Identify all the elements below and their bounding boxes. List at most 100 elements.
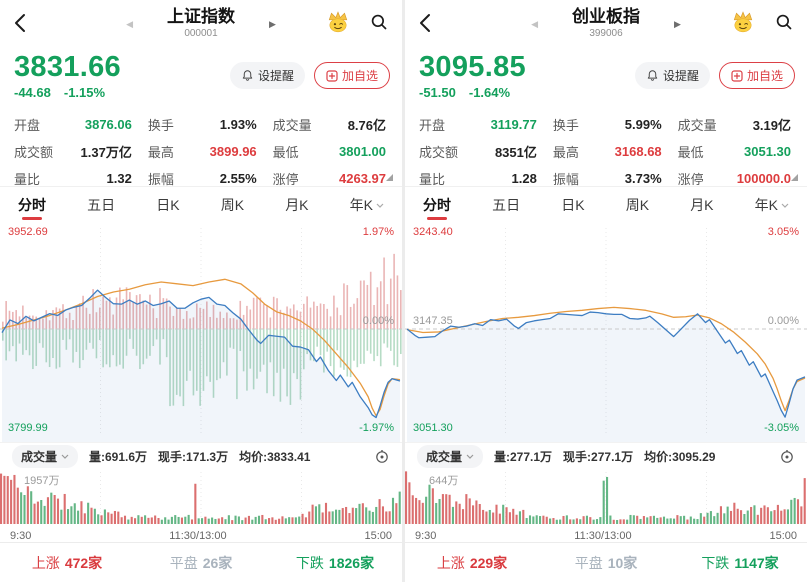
- chart-high-label: 3952.69: [8, 226, 48, 238]
- intraday-chart-canvas: [405, 228, 807, 442]
- stat-cell: 最高 3168.68: [552, 144, 662, 160]
- volume-chart-canvas: [0, 472, 401, 524]
- stat-cell: 成交量 8.76亿: [272, 118, 386, 133]
- tab-minute[interactable]: 分时: [18, 187, 46, 224]
- chart-low-label: 3799.99: [8, 422, 48, 434]
- chart-high-label: 3243.40: [413, 226, 453, 238]
- price-section: 3095.85 -51.50 -1.64% 设提醒 加自选: [405, 48, 807, 106]
- stat-cell: 振幅 3.73%: [552, 171, 662, 187]
- price-section: 3831.66 -44.68 -1.15% 设提醒 加自选: [0, 48, 402, 106]
- chart-settings-icon[interactable]: [779, 449, 795, 465]
- search-icon[interactable]: [370, 13, 388, 31]
- chevron-down-icon: [376, 203, 384, 208]
- tab-yearly-k[interactable]: 年K: [350, 187, 384, 224]
- mascot-icon[interactable]: [731, 11, 755, 33]
- page-title: 上证指数: [167, 7, 235, 26]
- prev-stock-icon[interactable]: ◀: [126, 18, 133, 29]
- time-close: 15:00: [364, 530, 392, 542]
- avg-price: 均价:3833.41: [239, 450, 311, 464]
- chart-high-pct: 1.97%: [362, 226, 394, 238]
- volume-value: 量:691.6万: [89, 450, 148, 464]
- chart-baseline-pct: 0.00%: [362, 315, 394, 327]
- tab-weekly-k[interactable]: 周K: [625, 197, 650, 213]
- avg-price: 均价:3095.29: [644, 450, 716, 464]
- add-watchlist-button[interactable]: 加自选: [718, 62, 795, 89]
- current-lot: 现手:171.3万: [158, 450, 229, 464]
- volume-indicator-selector[interactable]: 成交量: [12, 445, 79, 468]
- tab-monthly-k[interactable]: 月K: [690, 197, 714, 213]
- chart-low-pct: -1.97%: [359, 422, 394, 434]
- volume-max-label: 644万: [429, 475, 459, 487]
- panel-shanghai-index: ◀ 上证指数 000001 ▶ 3831.66 -44.68 -1.15%: [0, 0, 402, 582]
- stat-cell: 涨停 4263.97: [272, 171, 386, 187]
- header: ◀ 创业板指 399006 ▶: [405, 0, 807, 48]
- set-alert-button[interactable]: 设提醒: [229, 62, 305, 89]
- tab-minute[interactable]: 分时: [423, 187, 451, 224]
- tab-5day[interactable]: 五日: [492, 197, 521, 213]
- advancers-item[interactable]: 上涨 229家: [436, 554, 508, 571]
- decliners-item[interactable]: 下跌 1826家: [295, 554, 375, 571]
- intraday-chart-canvas: [0, 228, 402, 442]
- volume-chart[interactable]: 644万 9:30 11:30/13:00 15:00: [405, 470, 807, 542]
- stat-cell: 换手 5.99%: [552, 117, 662, 133]
- decliners-item[interactable]: 下跌 1147家: [701, 554, 779, 571]
- add-watchlist-button[interactable]: 加自选: [313, 62, 390, 89]
- volume-indicator-selector[interactable]: 成交量: [417, 445, 484, 468]
- volume-toolbar: 成交量 量:691.6万 现手:171.3万 均价:3833.41: [0, 442, 402, 470]
- price-change: -51.50: [419, 85, 456, 100]
- stat-cell: 最高 3899.96: [147, 144, 257, 160]
- back-icon[interactable]: [14, 13, 26, 33]
- intraday-chart[interactable]: 3952.69 1.97% 0.00% 3799.99 -1.97%: [0, 224, 402, 442]
- stat-cell: 成交额 1.37万亿: [14, 145, 132, 160]
- current-price: 3095.85: [419, 51, 526, 83]
- tab-daily-k[interactable]: 日K: [561, 197, 585, 213]
- tab-weekly-k[interactable]: 周K: [220, 197, 245, 213]
- stat-cell: 涨停 100000.0: [677, 171, 791, 187]
- volume-chart-canvas: [405, 471, 806, 524]
- tab-yearly-k[interactable]: 年K: [755, 187, 789, 224]
- chart-high-pct: 3.05%: [767, 226, 799, 238]
- price-change-pct: -1.15%: [63, 85, 106, 100]
- chevron-down-icon: [466, 454, 474, 459]
- expand-stats-icon[interactable]: [791, 174, 798, 181]
- time-mid: 11:30/13:00: [574, 530, 632, 542]
- panel-divider: [402, 0, 405, 582]
- back-icon[interactable]: [419, 13, 431, 33]
- stat-cell: 开盘 3119.77: [419, 117, 537, 133]
- set-alert-button[interactable]: 设提醒: [634, 62, 710, 89]
- stat-cell: 换手 1.93%: [147, 117, 257, 133]
- period-tabs: 分时 五日 日K 周K 月K 年K: [405, 186, 807, 224]
- tab-daily-k[interactable]: 日K: [156, 197, 180, 213]
- tab-5day[interactable]: 五日: [87, 197, 116, 213]
- market-breadth: 上涨 472家 平盘 26家 下跌 1826家: [0, 542, 402, 582]
- page-title: 创业板指: [572, 7, 640, 26]
- volume-value: 量:277.1万: [494, 450, 553, 464]
- market-breadth: 上涨 229家 平盘 10家 下跌 1147家: [405, 542, 807, 582]
- unchanged-item[interactable]: 平盘 26家: [169, 554, 233, 571]
- current-lot: 现手:277.1万: [563, 450, 634, 464]
- unchanged-item[interactable]: 平盘 10家: [574, 554, 638, 571]
- stat-cell: 成交量 3.19亿: [677, 118, 791, 133]
- time-open: 9:30: [10, 530, 32, 542]
- stat-cell: 最低 3051.30: [677, 144, 791, 160]
- chart-settings-icon[interactable]: [374, 449, 390, 465]
- header: ◀ 上证指数 000001 ▶: [0, 0, 402, 48]
- intraday-chart[interactable]: 3243.40 3.05% 3147.35 0.00% 3051.30 -3.0…: [405, 224, 807, 442]
- chevron-down-icon: [61, 454, 69, 459]
- volume-chart[interactable]: 1957万 9:30 11:30/13:00 15:00: [0, 470, 402, 542]
- time-close: 15:00: [769, 530, 797, 542]
- next-stock-icon[interactable]: ▶: [674, 18, 681, 29]
- next-stock-icon[interactable]: ▶: [269, 18, 276, 29]
- prev-stock-icon[interactable]: ◀: [531, 18, 538, 29]
- tab-monthly-k[interactable]: 月K: [285, 197, 309, 213]
- mascot-icon[interactable]: [326, 11, 350, 33]
- stat-cell: 量比 1.32: [14, 171, 132, 187]
- stock-code: 000001: [184, 28, 218, 39]
- advancers-item[interactable]: 上涨 472家: [31, 554, 103, 571]
- stat-cell: 开盘 3876.06: [14, 117, 132, 133]
- price-change: -44.68: [14, 85, 51, 100]
- expand-stats-icon[interactable]: [386, 174, 393, 181]
- chart-low-pct: -3.05%: [764, 422, 799, 434]
- stock-code: 399006: [589, 28, 623, 39]
- search-icon[interactable]: [775, 13, 793, 31]
